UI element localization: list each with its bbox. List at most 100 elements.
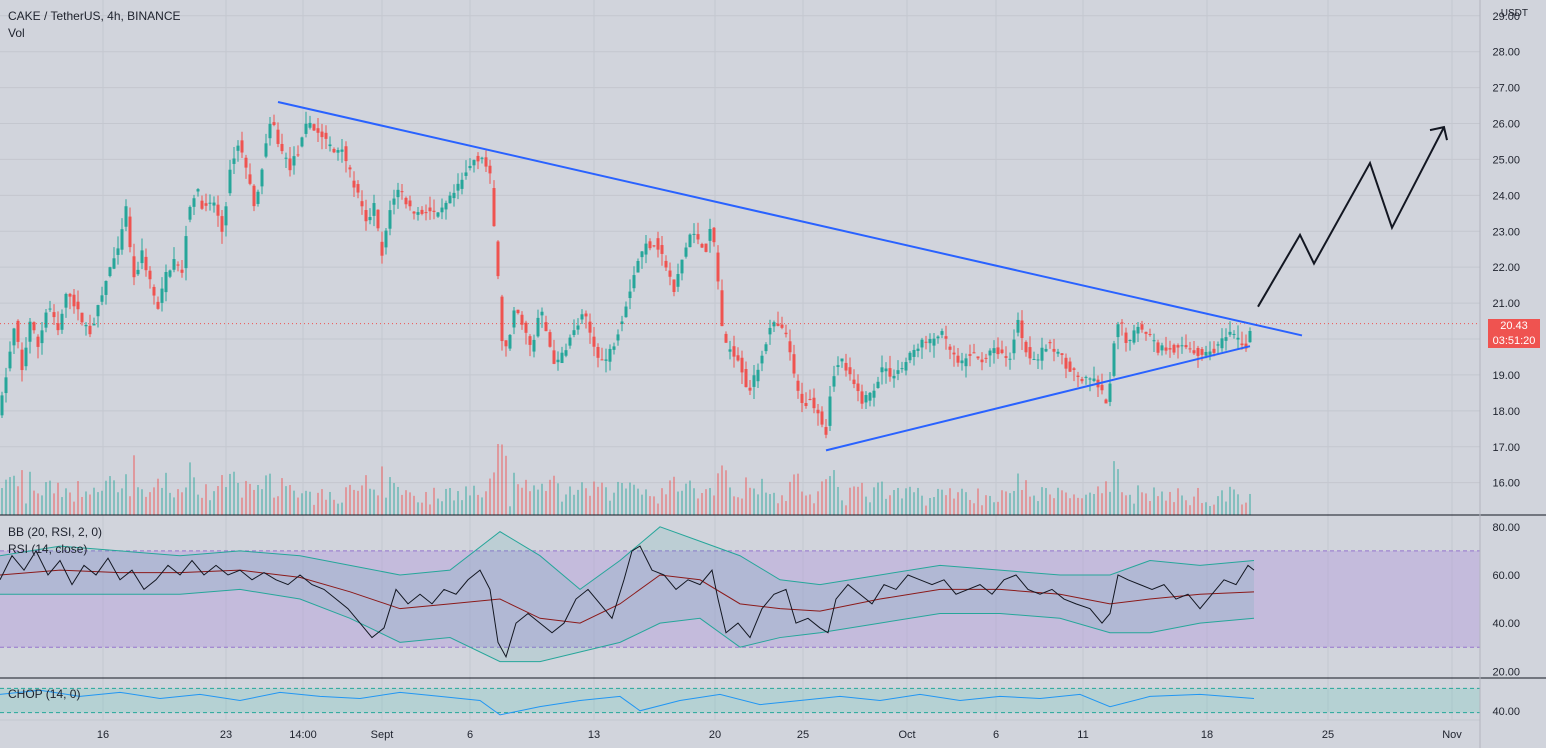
candle-body [492, 188, 496, 227]
bb-indicator-label[interactable]: BB (20, RSI, 2, 0) [8, 525, 103, 539]
candle-body [504, 340, 508, 347]
volume-bar [561, 501, 563, 515]
volume-bar [329, 491, 331, 515]
candle-body [1184, 345, 1188, 348]
candle-body [880, 367, 884, 373]
candle-body [444, 202, 448, 210]
volume-bar [229, 473, 231, 515]
volume-bar [1125, 495, 1127, 515]
candle-body [1120, 322, 1124, 324]
volume-bar [193, 477, 195, 515]
candle-body [1212, 348, 1216, 353]
volume-bar [717, 473, 719, 515]
candle-body [976, 356, 980, 359]
candle-body [1152, 340, 1156, 342]
volume-bar [489, 478, 491, 515]
volume-bar [1185, 500, 1187, 515]
candle-body [360, 201, 364, 207]
volume-bar [233, 471, 235, 515]
volume-bar [477, 494, 479, 515]
candle-body [244, 157, 248, 168]
candle-body [624, 306, 628, 318]
candle-body [1220, 338, 1224, 349]
volume-bar [1029, 496, 1031, 515]
candle-body [988, 350, 992, 356]
volume-bar [821, 481, 823, 515]
candle-body [324, 132, 328, 139]
chop-pane[interactable] [0, 687, 1480, 716]
volume-bar [25, 503, 27, 515]
candle-body [400, 191, 404, 193]
candle-body [8, 351, 12, 369]
rsi-pane[interactable] [0, 526, 1480, 663]
volume-bar [533, 485, 535, 515]
candle-body [1072, 368, 1076, 370]
volume-bar [1045, 488, 1047, 515]
rsi-indicator-label[interactable]: RSI (14, close) [8, 542, 88, 556]
volume-bar [1173, 502, 1175, 515]
candle-body [1156, 342, 1160, 353]
volume-bar [309, 491, 311, 515]
candle-body [1164, 347, 1168, 351]
volume-bar [409, 492, 411, 515]
volume-bar [209, 500, 211, 515]
candle-body [1076, 375, 1080, 377]
candle-body [1244, 343, 1248, 349]
volume-bar [681, 490, 683, 515]
candle-body [648, 241, 652, 249]
candlesticks [0, 111, 1252, 439]
price-tick-label: 27.00 [1492, 83, 1520, 95]
volume-bar [389, 477, 391, 515]
volume-bar [89, 494, 91, 515]
volume-bar [777, 503, 779, 515]
volume-bar [693, 488, 695, 515]
volume-bar [397, 486, 399, 515]
volume-bar [885, 498, 887, 515]
volume-bar [393, 483, 395, 515]
volume-bar [973, 503, 975, 515]
volume-bar [1069, 498, 1071, 515]
volume-bar [481, 497, 483, 515]
candle-body [264, 143, 268, 157]
volume-bar [145, 496, 147, 515]
candle-body [864, 395, 868, 403]
volume-bar [5, 479, 7, 515]
candle-body [60, 313, 64, 330]
volume-bar [733, 496, 735, 515]
volume-bar [969, 499, 971, 515]
price-tick-label: 24.00 [1492, 190, 1520, 202]
candle-body [1140, 324, 1144, 330]
candle-body [920, 339, 924, 348]
volume-bar [541, 483, 543, 515]
candle-body [196, 189, 200, 192]
rsi-zone-band [0, 550, 1480, 648]
candle-body [544, 322, 548, 332]
candle-body [956, 355, 960, 363]
candle-body [568, 337, 572, 346]
volume-bar [529, 491, 531, 515]
candle-body [124, 206, 128, 227]
candle-body [224, 206, 228, 226]
bb-fill [0, 526, 1254, 662]
candle-body [484, 157, 488, 167]
volume-bar [785, 500, 787, 515]
candle-body [980, 359, 984, 363]
volume-bar [577, 489, 579, 515]
candle-body [468, 165, 472, 169]
volume-bar [857, 486, 859, 515]
candle-body [300, 137, 304, 147]
volume-bar [265, 475, 267, 515]
volume-bar [429, 504, 431, 515]
price-pane[interactable] [0, 0, 1480, 515]
x-tick-label: 14:00 [289, 729, 317, 741]
volume-bar [173, 497, 175, 515]
volume-bar [641, 494, 643, 515]
volume-bar [1061, 490, 1063, 515]
volume-bar [801, 491, 803, 515]
chop-indicator-label[interactable]: CHOP (14, 0) [8, 687, 81, 701]
volume-bar [909, 486, 911, 515]
volume-bar [1153, 487, 1155, 515]
candle-body [148, 270, 152, 280]
volume-bar [313, 504, 315, 515]
